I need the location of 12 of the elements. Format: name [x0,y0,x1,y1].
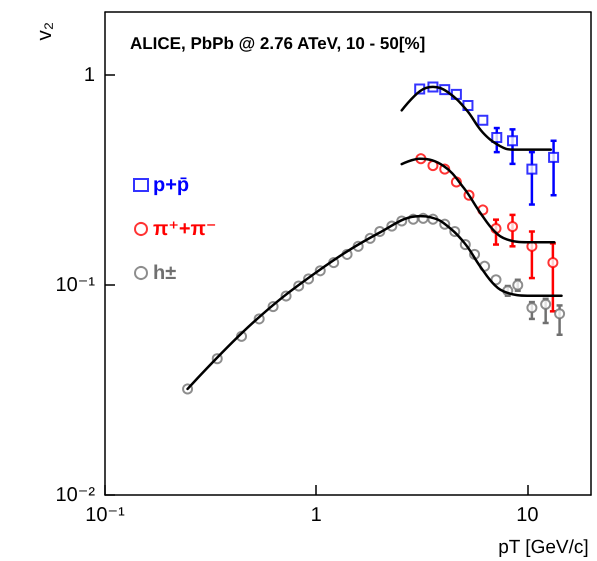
x-tick-label: 1 [310,504,322,526]
text: ALICE, PbPb @ 2.76 ATeV, 10 - 50[%] [130,34,426,53]
legend-label: π⁺+π⁻ [153,218,216,240]
x-axis-title: pT [GeV/c] [498,537,589,558]
x-tick-label: 10⁻¹ [85,504,126,526]
y-tick-label: 1 [84,64,95,86]
x-tick-label: 10 [516,504,539,526]
legend-label: p+p̄ [153,174,190,196]
y-axis-title: v₂ [33,22,56,41]
y-tick-label: 10⁻¹ [56,274,96,296]
legend-label: h± [153,262,176,284]
y-tick-label: 10⁻² [56,484,96,506]
